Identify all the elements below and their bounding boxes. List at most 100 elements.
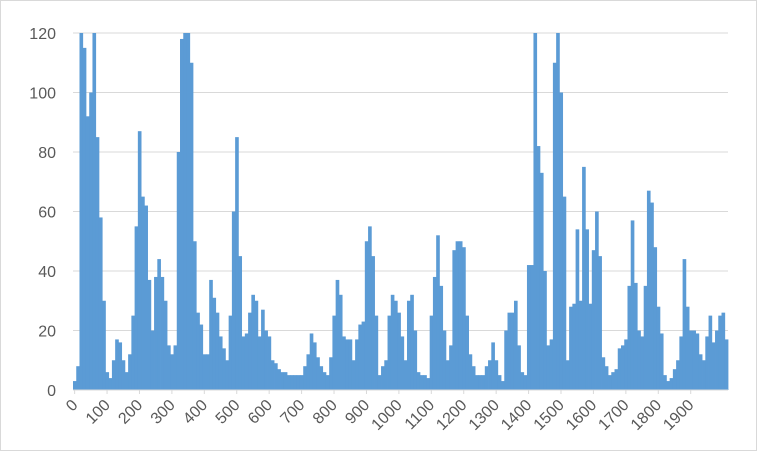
- bar: [429, 315, 434, 390]
- bar: [160, 276, 165, 390]
- bar: [196, 312, 200, 390]
- bar: [345, 339, 350, 390]
- bar: [92, 33, 97, 390]
- bar: [241, 336, 246, 390]
- bar: [536, 146, 541, 390]
- bar: [390, 294, 395, 390]
- bar: [85, 116, 90, 391]
- bar: [332, 315, 337, 390]
- bar: [280, 372, 285, 390]
- bar: [121, 360, 126, 390]
- bar: [705, 336, 709, 390]
- bar: [669, 378, 674, 390]
- bar: [73, 381, 77, 390]
- bar: [539, 172, 544, 390]
- bar: [523, 375, 528, 390]
- bar: [611, 372, 615, 390]
- bar: [449, 345, 453, 390]
- bar: [335, 279, 340, 390]
- bar: [134, 226, 139, 390]
- bar: [261, 309, 265, 390]
- bar: [582, 166, 586, 390]
- bar: [312, 342, 317, 390]
- bar: [225, 360, 230, 390]
- bar: [283, 372, 288, 390]
- bar: [397, 312, 401, 390]
- bar: [270, 360, 275, 390]
- bar: [578, 300, 583, 390]
- bar: [601, 357, 606, 390]
- bar: [186, 33, 191, 390]
- bar: [513, 300, 518, 390]
- bar: [296, 375, 301, 390]
- bar: [189, 62, 194, 390]
- bar: [299, 375, 304, 390]
- bar: [355, 339, 359, 390]
- bar: [679, 336, 684, 390]
- bar: [520, 372, 525, 390]
- bar: [591, 250, 596, 390]
- bar: [507, 312, 512, 390]
- bar: [277, 369, 281, 390]
- bar: [633, 282, 638, 390]
- bar: [484, 366, 489, 390]
- bar: [617, 348, 622, 390]
- bar: [364, 241, 369, 390]
- bar: [371, 256, 375, 390]
- bar: [157, 259, 161, 390]
- bar: [504, 330, 508, 390]
- bar: [455, 241, 460, 390]
- bar: [685, 306, 690, 390]
- bar: [517, 345, 521, 390]
- bar: [724, 339, 729, 390]
- bar: [319, 366, 324, 390]
- bar: [212, 297, 217, 390]
- bar: [604, 366, 609, 390]
- bar: [692, 330, 696, 390]
- bar: [303, 366, 307, 390]
- bar: [264, 330, 268, 390]
- bar: [416, 372, 421, 390]
- bar: [183, 33, 187, 390]
- bar: [468, 354, 473, 390]
- bar: [118, 342, 123, 390]
- bar: [702, 360, 706, 390]
- bar: [543, 271, 547, 390]
- bar: [423, 375, 427, 390]
- bar: [494, 360, 499, 390]
- bar: [394, 300, 398, 390]
- bar: [163, 300, 168, 390]
- bar: [575, 229, 580, 390]
- bar: [708, 315, 713, 390]
- bar: [170, 354, 174, 390]
- bar: [95, 137, 100, 390]
- bar: [715, 330, 719, 390]
- bar: [144, 205, 148, 390]
- bar: [82, 47, 87, 390]
- bar: [254, 300, 259, 390]
- bar: [98, 217, 103, 390]
- bar: [293, 375, 298, 390]
- bar: [462, 247, 466, 390]
- bar: [569, 306, 573, 390]
- bar: [403, 360, 408, 390]
- bar: [384, 360, 388, 390]
- bar: [608, 375, 612, 390]
- bar: [650, 202, 654, 390]
- bar: [445, 360, 450, 390]
- bar: [475, 375, 479, 390]
- bar: [111, 360, 116, 390]
- bar: [406, 300, 411, 390]
- bar: [442, 330, 447, 390]
- bar: [205, 354, 210, 390]
- bar: [695, 333, 700, 390]
- bar: [274, 363, 278, 390]
- bar: [368, 226, 372, 390]
- bar: [491, 342, 495, 390]
- bar: [556, 33, 560, 390]
- bar: [656, 306, 661, 390]
- bar: [306, 354, 311, 390]
- bar: [682, 259, 687, 390]
- bar: [413, 330, 418, 390]
